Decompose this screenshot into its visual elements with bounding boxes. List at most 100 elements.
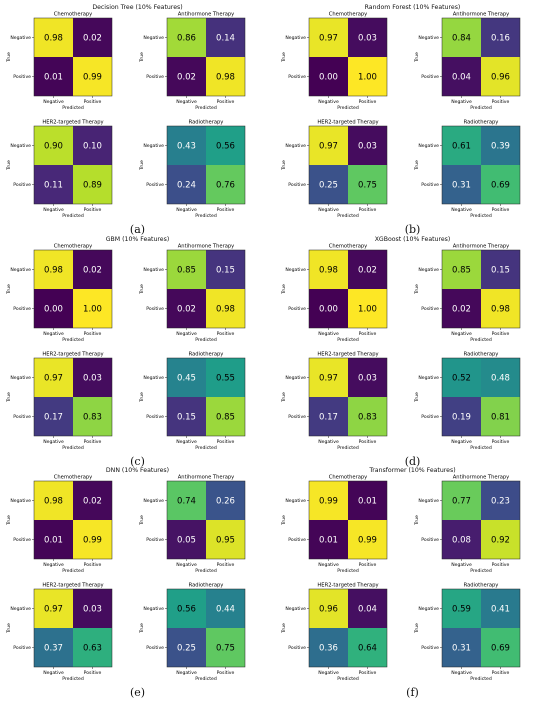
matrix-title: Radiotherapy <box>189 352 224 358</box>
x-axis-label: Predicted <box>470 568 492 574</box>
matrix-cell <box>348 481 387 520</box>
confusion-matrix: Radiotherapy 0.56 0.44 0.25 0.75 Negative Posi… <box>139 583 246 682</box>
matrix-cell <box>348 589 387 628</box>
matrix-cell <box>167 358 206 397</box>
matrix-frame <box>166 357 246 437</box>
cell-value-label: 0.03 <box>358 34 377 44</box>
y-tick-label: Positive <box>421 414 439 420</box>
matrix-title: Radiotherapy <box>464 583 499 589</box>
y-tick-label: Positive <box>421 537 439 543</box>
cell-value-label: 0.81 <box>491 413 510 423</box>
panel-decision-tree: Decision Tree (10% Features) Chemotherap… <box>5 4 270 236</box>
matrix-cell <box>206 397 245 436</box>
y-tick-label: Negative <box>10 35 31 41</box>
x-axis-label: Predicted <box>337 213 359 219</box>
matrix-cell <box>206 289 245 328</box>
x-tick-label: Positive <box>492 331 510 337</box>
cell-value-label: 0.98 <box>44 497 63 507</box>
matrix-frame <box>166 17 246 97</box>
x-axis-label: Predicted <box>195 105 217 111</box>
y-tick-label: Positive <box>288 306 306 312</box>
x-axis-label: Predicted <box>195 676 217 682</box>
cell-value-label: 0.01 <box>44 536 63 546</box>
y-tick-label: Negative <box>285 375 306 381</box>
confusion-matrix: HER2-targeted Therapy 0.90 0.10 0.11 0.89 Neg… <box>6 120 113 219</box>
cell-value-label: 0.56 <box>177 605 196 615</box>
matrix-cell <box>73 250 112 289</box>
matrix-cell <box>34 289 73 328</box>
cell-value-label: 0.96 <box>319 605 338 615</box>
y-tick-label: Negative <box>10 375 31 381</box>
x-tick-label: Positive <box>217 562 235 568</box>
matrix-frame <box>441 588 521 668</box>
x-tick-label: Positive <box>359 670 377 676</box>
matrix-cell <box>309 18 348 57</box>
x-tick-label: Positive <box>217 670 235 676</box>
y-tick-label: Negative <box>143 606 164 612</box>
y-axis-label: True <box>6 284 12 295</box>
y-axis-label: True <box>414 52 420 63</box>
matrix-cell <box>73 520 112 559</box>
cell-value-label: 0.26 <box>216 497 235 507</box>
cell-value-label: 0.03 <box>83 605 102 615</box>
matrix-cell <box>206 520 245 559</box>
matrix-cell <box>481 628 520 667</box>
x-tick-label: Positive <box>84 670 102 676</box>
cell-value-label: 0.61 <box>452 142 471 152</box>
y-tick-label: Negative <box>10 606 31 612</box>
matrix-title: Antihormone Therapy <box>453 12 510 18</box>
y-tick-label: Negative <box>10 143 31 149</box>
matrix-cell <box>167 397 206 436</box>
matrix-cell <box>206 250 245 289</box>
x-tick-label: Negative <box>43 99 64 105</box>
confusion-matrix: Chemotherapy 0.98 0.02 0.01 0.99 Negative Posi… <box>6 12 113 111</box>
x-tick-label: Positive <box>359 331 377 337</box>
x-tick-label: Negative <box>318 99 339 105</box>
matrix-cell <box>206 358 245 397</box>
confusion-matrix: HER2-targeted Therapy 0.97 0.03 0.17 0.83 Neg… <box>6 352 113 451</box>
matrix-title: Chemotherapy <box>329 244 368 250</box>
cell-value-label: 0.99 <box>83 536 102 546</box>
panel-label: (c) <box>130 455 145 468</box>
matrix-cell <box>442 481 481 520</box>
matrix-cell <box>34 250 73 289</box>
cell-value-label: 0.59 <box>452 605 471 615</box>
confusion-matrix: HER2-targeted Therapy 0.97 0.03 0.25 0.75 Neg… <box>281 120 388 219</box>
cell-value-label: 0.75 <box>216 644 235 654</box>
confusion-matrix: Radiotherapy 0.45 0.55 0.15 0.85 Negative Posi… <box>139 352 246 451</box>
matrix-cell <box>348 628 387 667</box>
x-tick-label: Negative <box>176 207 197 213</box>
confusion-matrix: HER2-targeted Therapy 0.97 0.03 0.17 0.83 Neg… <box>281 352 388 451</box>
y-tick-label: Negative <box>143 267 164 273</box>
matrix-cell <box>73 481 112 520</box>
matrix-cell <box>167 589 206 628</box>
matrix-frame <box>166 480 246 560</box>
cell-value-label: 0.64 <box>358 644 377 654</box>
x-tick-label: Negative <box>451 331 472 337</box>
y-axis-label: True <box>414 160 420 171</box>
cell-value-label: 0.01 <box>319 536 338 546</box>
matrix-cell <box>167 126 206 165</box>
matrix-cell <box>348 289 387 328</box>
matrix-cell <box>348 18 387 57</box>
confusion-matrix: Radiotherapy 0.43 0.56 0.24 0.76 Negative Posi… <box>139 120 246 219</box>
matrix-frame <box>33 125 113 205</box>
matrix-cell <box>481 289 520 328</box>
cell-value-label: 0.16 <box>491 34 510 44</box>
matrix-title: Radiotherapy <box>189 120 224 126</box>
y-axis-label: True <box>139 392 145 403</box>
x-axis-label: Predicted <box>195 213 217 219</box>
y-tick-label: Positive <box>288 182 306 188</box>
matrix-cell <box>481 126 520 165</box>
cell-value-label: 0.98 <box>319 266 338 276</box>
y-tick-label: Positive <box>421 182 439 188</box>
x-tick-label: Negative <box>43 331 64 337</box>
matrix-cell <box>481 358 520 397</box>
matrix-frame <box>33 17 113 97</box>
y-tick-label: Negative <box>418 498 439 504</box>
cell-value-label: 0.15 <box>177 413 196 423</box>
panel-matrices: Chemotherapy 0.98 0.02 0.01 0.99 Negative Posi… <box>6 475 246 682</box>
cell-value-label: 0.11 <box>44 181 63 191</box>
panel-label: (a) <box>129 223 146 236</box>
matrix-frame <box>166 588 246 668</box>
